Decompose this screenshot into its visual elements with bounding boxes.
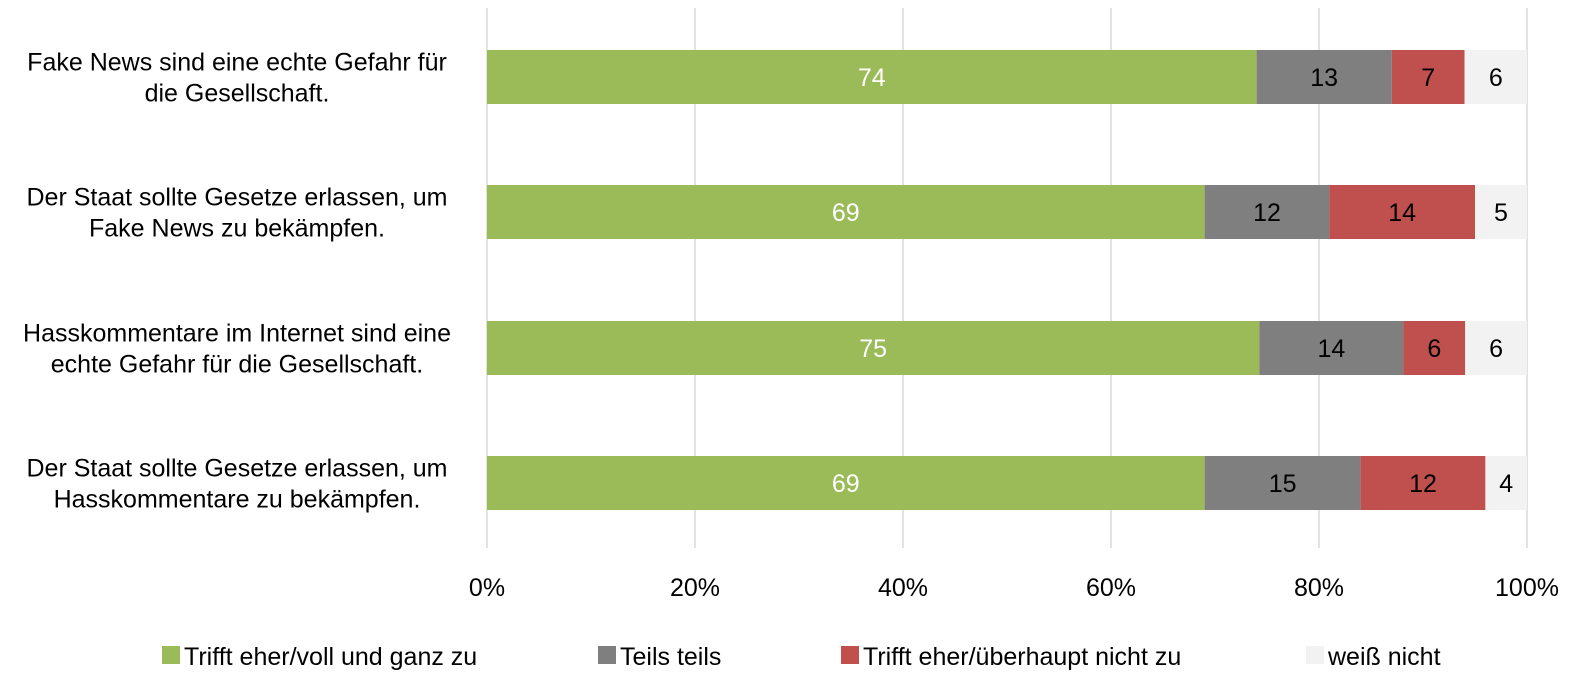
category-label: die Gesellschaft. bbox=[145, 80, 330, 108]
legend-label: Teils teils bbox=[620, 643, 721, 671]
bar-segment bbox=[1329, 185, 1475, 239]
bar-segment bbox=[487, 321, 1260, 375]
bar-segment bbox=[1360, 456, 1486, 510]
category-label: Hasskommentare im Internet sind eine bbox=[23, 320, 451, 348]
bar-segment bbox=[487, 185, 1205, 239]
bar-segment bbox=[1464, 50, 1527, 104]
data-label: 75 bbox=[859, 335, 887, 363]
data-label: 13 bbox=[1310, 64, 1338, 92]
legend-swatch bbox=[841, 646, 859, 664]
category-label: Hasskommentare zu bekämpfen. bbox=[54, 486, 421, 514]
category-label: echte Gefahr für die Gesellschaft. bbox=[51, 351, 423, 379]
bar-segment bbox=[1259, 321, 1404, 375]
data-label: 12 bbox=[1253, 199, 1281, 227]
bar-segment bbox=[1465, 321, 1527, 375]
bar-segment bbox=[1391, 50, 1465, 104]
legend-swatch bbox=[1306, 646, 1324, 664]
category-label: Fake News sind eine echte Gefahr für bbox=[27, 49, 447, 77]
x-tick-label: 80% bbox=[1294, 574, 1344, 602]
x-tick-label: 0% bbox=[469, 574, 505, 602]
x-tick-label: 20% bbox=[670, 574, 720, 602]
category-label: Der Staat sollte Gesetze erlassen, um bbox=[26, 455, 447, 483]
bar-segment bbox=[1204, 185, 1330, 239]
data-label: 15 bbox=[1269, 470, 1297, 498]
data-label: 69 bbox=[832, 199, 860, 227]
data-label: 4 bbox=[1499, 470, 1513, 498]
bar-segment bbox=[1403, 321, 1466, 375]
data-label: 14 bbox=[1388, 199, 1416, 227]
x-tick-label: 60% bbox=[1086, 574, 1136, 602]
bar-segment bbox=[1204, 456, 1361, 510]
data-label: 14 bbox=[1317, 335, 1345, 363]
bar-segment bbox=[1485, 456, 1527, 510]
data-label: 69 bbox=[832, 470, 860, 498]
legend-label: Trifft eher/voll und ganz zu bbox=[184, 643, 477, 671]
x-tick-label: 40% bbox=[878, 574, 928, 602]
legend-label: Trifft eher/überhaupt nicht zu bbox=[863, 643, 1181, 671]
bar-segment bbox=[1475, 185, 1527, 239]
data-label: 6 bbox=[1427, 335, 1441, 363]
bar-segment bbox=[487, 456, 1205, 510]
data-label: 6 bbox=[1489, 64, 1503, 92]
bar-segment bbox=[487, 50, 1257, 104]
bar-segment bbox=[1256, 50, 1392, 104]
data-label: 6 bbox=[1489, 335, 1503, 363]
x-tick-label: 100% bbox=[1495, 574, 1559, 602]
data-label: 12 bbox=[1409, 470, 1437, 498]
data-label: 74 bbox=[858, 64, 886, 92]
legend-swatch bbox=[598, 646, 616, 664]
legend-swatch bbox=[162, 646, 180, 664]
category-label: Fake News zu bekämpfen. bbox=[89, 215, 385, 243]
data-label: 5 bbox=[1494, 199, 1508, 227]
category-label: Der Staat sollte Gesetze erlassen, um bbox=[26, 184, 447, 212]
data-label: 7 bbox=[1421, 64, 1435, 92]
legend-label: weiß nicht bbox=[1327, 643, 1441, 671]
